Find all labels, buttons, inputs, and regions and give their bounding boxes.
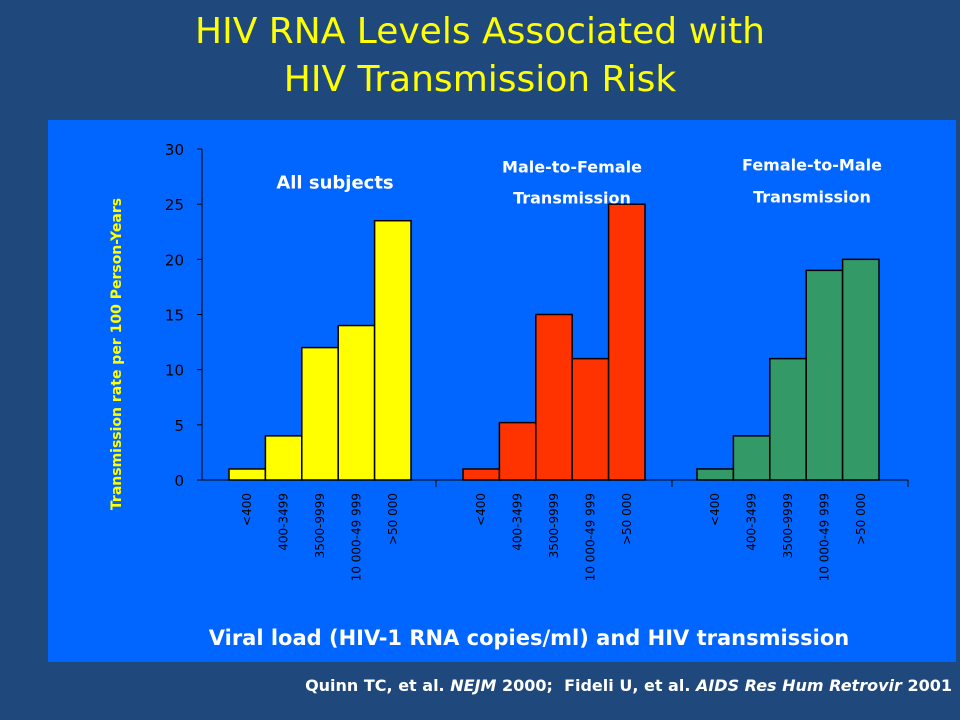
citation-author-2: Fideli U, et al.	[564, 676, 691, 695]
bar-group-1-3	[301, 346, 339, 481]
y-tick-label: 0	[174, 472, 184, 490]
category-label-1-1: <400	[240, 493, 254, 526]
y-tick-label: 30	[165, 141, 184, 159]
category-label-3-5: >50 000	[854, 493, 868, 545]
group-label-3-line-1: Female-to-Male	[742, 156, 882, 175]
citation: Quinn TC, et al. NEJM 2000; Fideli U, et…	[0, 676, 952, 695]
category-label-1-5: >50 000	[386, 493, 400, 545]
title-line-2: HIV Transmission Risk	[283, 59, 677, 100]
category-label-2-5: >50 000	[620, 493, 634, 545]
citation-year-1: 2000;	[501, 676, 553, 695]
bar-group-3-1	[696, 468, 735, 481]
group-label-2-line-2: Transmission	[513, 189, 631, 208]
category-label-3-3: 3500-9999	[781, 493, 795, 558]
category-label-1-3: 3500-9999	[313, 493, 327, 558]
category-label-1-2: 400-3499	[277, 493, 291, 551]
citation-author-1: Quinn TC, et al.	[305, 676, 445, 695]
slide-title: HIV RNA Levels Associated with HIV Trans…	[0, 8, 960, 104]
bar-group-1-5	[373, 219, 412, 481]
title-line-1: HIV RNA Levels Associated with	[195, 11, 765, 52]
y-tick-label: 15	[165, 307, 184, 325]
y-axis-title: Transmission rate per 100 Person-Years	[109, 198, 125, 510]
category-label-2-1: <400	[474, 493, 488, 526]
bar-group-1-2	[264, 435, 303, 481]
bar-group-2-5	[607, 203, 646, 481]
category-label-3-2: 400-3499	[745, 493, 759, 551]
bar-group-1-4	[337, 324, 376, 481]
group-label-1-line-1: All subjects	[276, 172, 393, 193]
group-label-3-line-2: Transmission	[753, 188, 871, 207]
category-label-2-2: 400-3499	[511, 493, 525, 551]
citation-year-2: 2001	[907, 676, 952, 695]
y-tick-label: 5	[174, 417, 184, 435]
bar-group-2-2	[498, 421, 537, 481]
citation-journal-1: NEJM	[450, 676, 497, 695]
bar-group-1-1	[228, 468, 267, 481]
category-label-3-1: <400	[708, 493, 722, 526]
category-label-3-4: 10 000-49 999	[817, 493, 831, 581]
citation-journal-2: AIDS Res Hum Retrovir	[695, 676, 902, 695]
category-label-2-4: 10 000-49 999	[583, 493, 597, 581]
bar-group-2-4	[571, 357, 610, 481]
y-tick-label: 10	[165, 362, 184, 380]
bar-group-3-3	[769, 357, 807, 481]
y-tick-label: 25	[165, 196, 184, 214]
category-label-1-4: 10 000-49 999	[349, 493, 363, 581]
y-tick-label: 20	[165, 251, 184, 269]
category-label-2-3: 3500-9999	[547, 493, 561, 558]
group-label-2-line-1: Male-to-Female	[502, 158, 642, 177]
bar-group-3-4	[805, 269, 844, 481]
x-axis-title: Viral load (HIV-1 RNA copies/ml) and HIV…	[209, 626, 850, 650]
bar-group-2-3	[535, 313, 573, 481]
bar-group-3-5	[841, 258, 880, 481]
bar-group-2-1	[462, 468, 501, 481]
bar-group-3-2	[732, 435, 771, 481]
